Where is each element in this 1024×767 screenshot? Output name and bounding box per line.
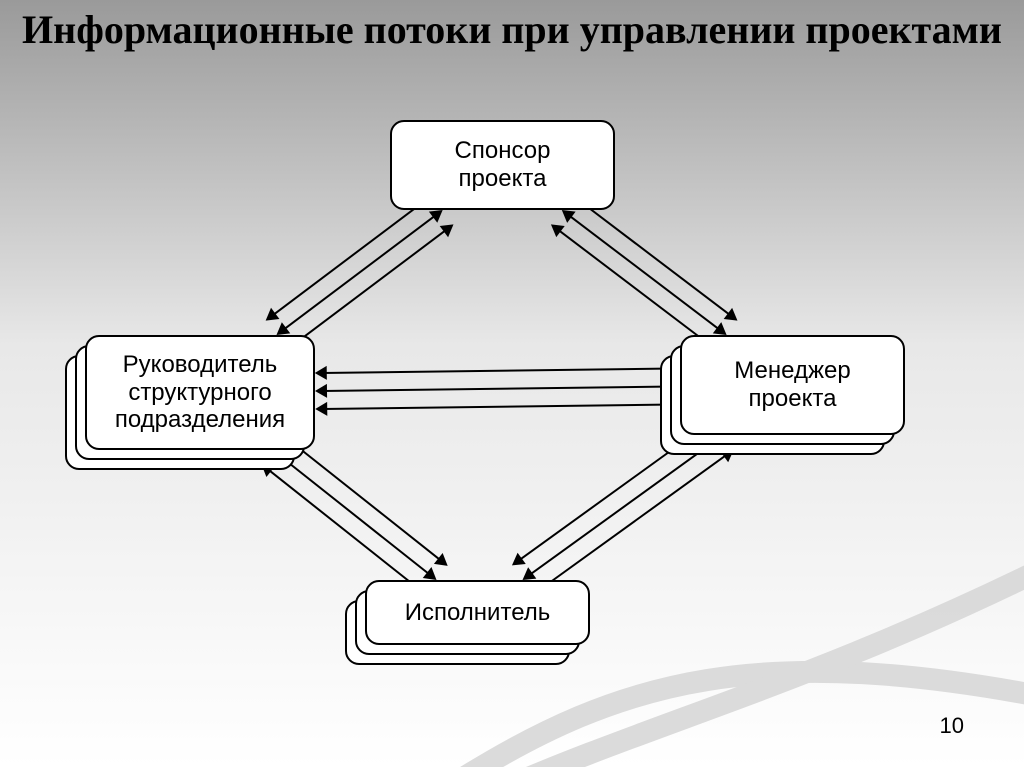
node-manager: Менеджерпроекта (680, 335, 905, 435)
node-exec: Исполнитель (365, 580, 590, 645)
slide: Информационные потоки при управлении про… (0, 0, 1024, 767)
node-head: Руководительструктурногоподразделения (85, 335, 315, 450)
node-sponsor: Спонсорпроекта (390, 120, 615, 210)
page-number: 10 (940, 713, 964, 739)
